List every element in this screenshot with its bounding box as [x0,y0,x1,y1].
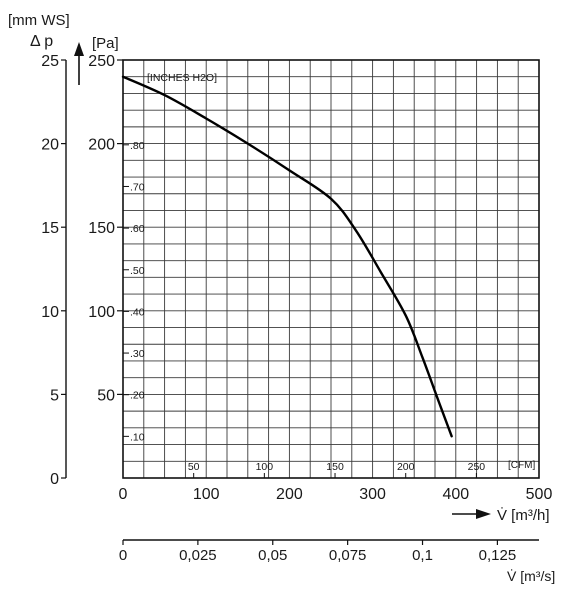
plot-frame [122,59,540,479]
pa-tick-label: 250 [88,53,115,70]
mmws-tick-label: 5 [50,387,59,404]
m3s-unit-label: V̇ [m³/s] [507,568,555,584]
pa-tick-label: 100 [88,304,115,321]
cfm-tick-label: 200 [397,461,415,473]
m3s-tick-label: 0,1 [412,547,433,564]
inches-tick-label: .30 [130,348,145,360]
pa-tick-label: 50 [97,387,115,404]
mmws-tick-label: 10 [41,304,59,321]
m3s-axis: 0 0,025 0,05 0,075 0,1 0,125 [119,539,539,564]
inches-unit-label: [INCHES H2O] [147,72,217,84]
pressure-up-arrow [74,42,84,85]
inches-tick-label: .60 [130,223,145,235]
cfm-tick-label: 50 [188,461,200,473]
m3h-unit-label: V̇ [m³/h] [497,507,550,524]
inches-tick-label: .20 [130,390,145,402]
pa-tick-label: 200 [88,137,115,154]
plot-grid [123,60,539,478]
pa-unit-label: [Pa] [92,35,119,52]
cfm-tick-label: 100 [256,461,274,473]
inches-tick-label: .40 [130,306,145,318]
inches-tick-label: .70 [130,181,145,193]
m3s-tick-label: 0,05 [258,547,287,564]
delta-p-symbol: Δ p [30,33,53,50]
m3s-tick-label: 0 [119,547,127,564]
mmws-tick-label: 0 [50,471,59,488]
fan-curve-line [121,75,453,438]
m3h-tick-label: 100 [193,486,220,503]
m3h-tick-label: 500 [526,486,553,503]
m3h-tick-label: 200 [276,486,303,503]
m3s-tick-label: 0,125 [479,547,517,564]
m3h-tick-label: 400 [442,486,469,503]
cfm-unit-label: [CFM] [508,460,535,471]
pa-tick-label: 150 [88,220,115,237]
m3h-tick-label: 0 [119,486,128,503]
cfm-tick-label: 250 [468,461,486,473]
cfm-tick-label: 150 [326,461,344,473]
inches-tick-label: .10 [130,431,145,443]
mmws-tick-label: 15 [41,220,59,237]
flow-right-arrow [452,509,491,519]
mmws-tick-label: 20 [41,137,59,154]
m3s-tick-label: 0,075 [329,547,367,564]
inches-tick-label: .80 [130,140,145,152]
inches-tick-label: .50 [130,265,145,277]
mmws-tick-label: 25 [41,53,59,70]
m3s-tick-label: 0,025 [179,547,217,564]
mmws-unit-label: [mm WS] [8,12,70,29]
chart-marks: 0 5 10 15 20 25 50 100 150 200 250 .10 .20 .30 .40 .50.… [41,53,552,503]
m3h-tick-label: 300 [359,486,386,503]
